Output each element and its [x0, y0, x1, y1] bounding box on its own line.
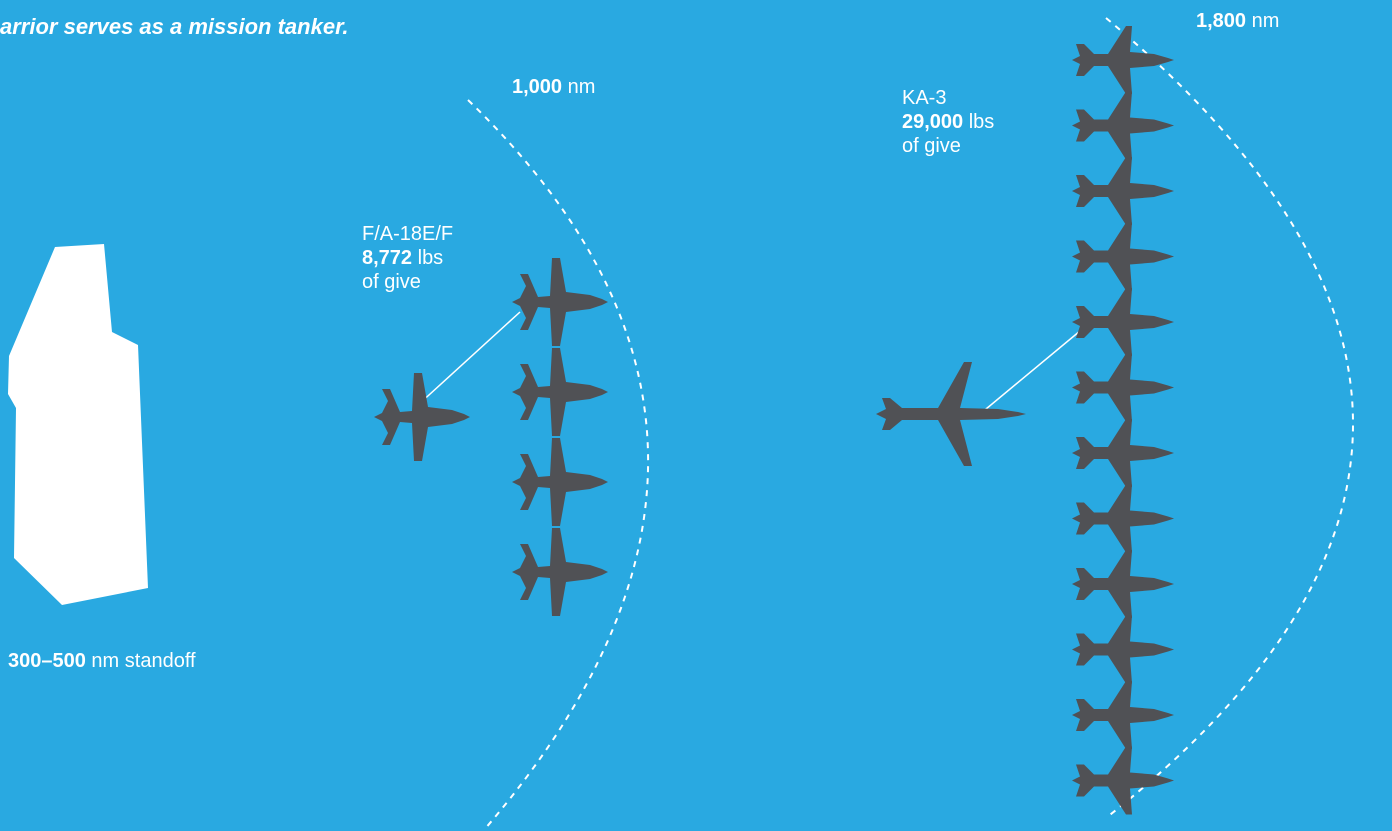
- range-label-outer: 1,800 nm: [1196, 10, 1279, 33]
- ka3-give-unit: lbs: [963, 111, 995, 133]
- ka3-label: KA-3 29,000 lbs of give: [902, 86, 994, 158]
- ka3-receiver-icon-3: [1072, 157, 1174, 225]
- headline: arrior serves as a mission tanker.: [0, 14, 349, 39]
- ka3-receiver-icon-2: [1072, 91, 1174, 160]
- fa18-receivers: [512, 258, 608, 616]
- fa18-give-suffix: of give: [362, 271, 421, 293]
- fa18-receiver-icon-4: [512, 528, 608, 616]
- fa18-receiver-icon-3: [512, 438, 608, 526]
- fa18-give-unit: lbs: [412, 247, 444, 269]
- ka3-receivers: [1072, 26, 1174, 815]
- ka3-receiver-icon-10: [1072, 615, 1174, 684]
- ka3-connector-line: [979, 325, 1087, 415]
- ka3-name: KA-3: [902, 87, 947, 109]
- ka3-give: 29,000 lbs: [902, 110, 994, 134]
- fa18-give-value: 8,772: [362, 247, 413, 269]
- ka3-receiver-icon-8: [1072, 484, 1174, 553]
- ka3-give-suffix: of give: [902, 135, 961, 157]
- standoff-label: 300–500 nm standoff: [8, 650, 196, 673]
- ka3-receiver-icon-12: [1072, 746, 1174, 815]
- ka3-receiver-icon-4: [1072, 222, 1174, 291]
- range-outer-unit: nm: [1246, 10, 1280, 32]
- range-inner-value: 1,000: [512, 76, 563, 98]
- ka3-receiver-icon-9: [1072, 550, 1174, 618]
- fa18-label: F/A-18E/F 8,772 lbs of give: [362, 222, 453, 294]
- ka3-give-value: 29,000: [902, 111, 964, 133]
- ka3-receiver-icon-11: [1072, 681, 1174, 749]
- ka3-receiver-icon-6: [1072, 353, 1174, 422]
- fa18-give: 8,772 lbs: [362, 246, 453, 270]
- range-outer-value: 1,800: [1196, 10, 1247, 32]
- range-label-inner: 1,000 nm: [512, 76, 595, 99]
- ka3-receiver-icon-7: [1072, 419, 1174, 487]
- ka3-tanker-icon: [876, 362, 1026, 466]
- standoff-value: 300–500: [8, 650, 86, 672]
- range-inner-unit: nm: [562, 76, 596, 98]
- fa18-receiver-icon-1: [512, 258, 608, 346]
- fa18-name: F/A-18E/F: [362, 223, 454, 245]
- fa18-tanker-icon: [374, 373, 470, 461]
- ka3-receiver-icon-1: [1072, 26, 1174, 94]
- range-arc-outer: [1105, 17, 1354, 819]
- standoff-unit: nm standoff: [85, 650, 196, 672]
- fa18-receiver-icon-2: [512, 348, 608, 436]
- range-arc-inner: [467, 99, 650, 831]
- fa18-connector-line: [417, 311, 521, 406]
- carrier-silhouette: [8, 244, 148, 605]
- ka3-receiver-icon-5: [1072, 288, 1174, 356]
